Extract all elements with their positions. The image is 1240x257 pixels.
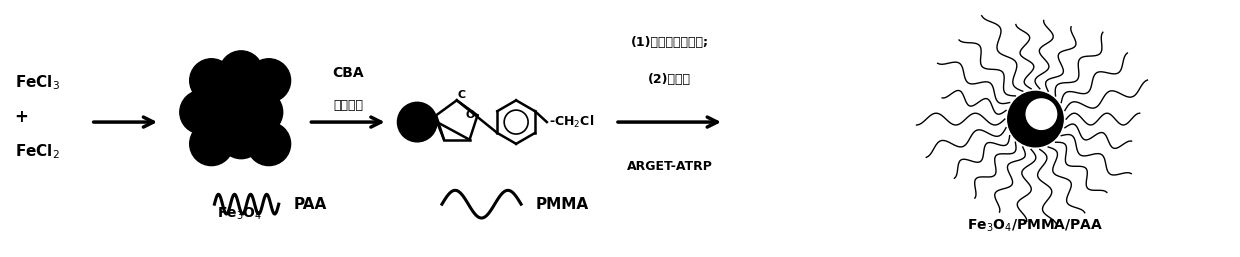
Circle shape <box>1008 91 1063 147</box>
Text: (1)甲基丙烯酸甲酯;: (1)甲基丙烯酸甲酯; <box>630 36 708 49</box>
Text: (2)丙烯酸: (2)丙烯酸 <box>649 73 691 86</box>
Circle shape <box>180 90 223 134</box>
Circle shape <box>1027 99 1056 129</box>
Circle shape <box>190 122 233 166</box>
Text: C: C <box>458 90 466 100</box>
Text: Fe$_3$O$_4$/PMMA/PAA: Fe$_3$O$_4$/PMMA/PAA <box>967 218 1104 234</box>
Text: ARGET-ATRP: ARGET-ATRP <box>626 160 713 173</box>
Text: PMMA: PMMA <box>536 197 589 212</box>
Text: +: + <box>15 108 29 126</box>
Circle shape <box>219 51 263 94</box>
Text: PAA: PAA <box>294 197 327 212</box>
Text: FeCl$_2$: FeCl$_2$ <box>15 142 60 161</box>
Circle shape <box>239 90 283 134</box>
Text: CBA: CBA <box>332 66 363 80</box>
Text: FeCl$_3$: FeCl$_3$ <box>15 73 60 92</box>
Text: Fe$_3$O$_4$: Fe$_3$O$_4$ <box>217 206 262 222</box>
Circle shape <box>247 59 290 102</box>
Text: 配体交换: 配体交换 <box>334 99 363 112</box>
Text: -CH$_2$Cl: -CH$_2$Cl <box>549 114 594 130</box>
Circle shape <box>398 102 436 142</box>
Text: O: O <box>424 110 434 120</box>
Circle shape <box>190 59 233 102</box>
Circle shape <box>210 82 253 126</box>
Circle shape <box>247 122 290 166</box>
Text: O: O <box>466 110 475 120</box>
Circle shape <box>219 115 263 159</box>
